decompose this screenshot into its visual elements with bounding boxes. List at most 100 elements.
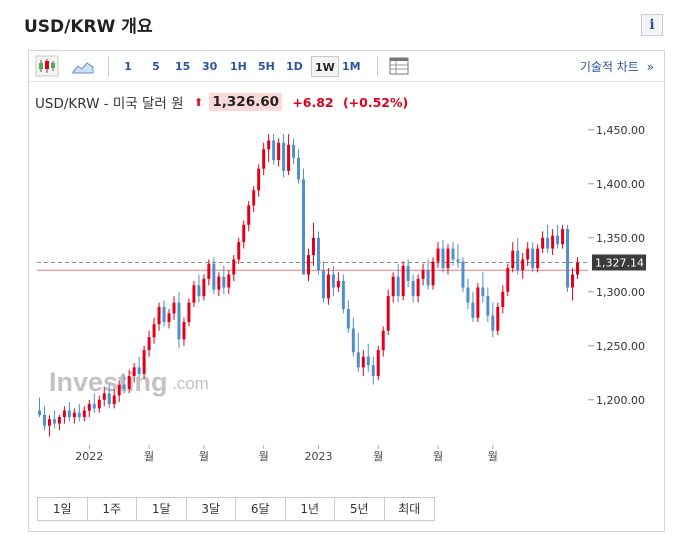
candle-body bbox=[37, 410, 41, 415]
candle bbox=[416, 274, 420, 303]
candle bbox=[247, 201, 251, 232]
candle bbox=[182, 317, 186, 346]
range-1-week[interactable]: 1주 bbox=[87, 498, 137, 520]
instrument-name: USD/KRW - 미국 달러 원 bbox=[35, 96, 184, 112]
candle-body bbox=[102, 393, 106, 400]
price-chart[interactable]: Investing .com 1,200.00 1,250.00 1,300.00 1,3… bbox=[29, 51, 664, 491]
candle bbox=[237, 237, 241, 264]
candle bbox=[401, 261, 405, 301]
candle-body bbox=[351, 328, 355, 353]
candle-body bbox=[162, 306, 166, 323]
candle bbox=[346, 300, 350, 333]
technical-chart-link[interactable]: 기술적 차트 » bbox=[580, 58, 654, 75]
candle bbox=[386, 289, 390, 335]
candle-body bbox=[446, 248, 450, 269]
candle bbox=[431, 257, 435, 290]
candle bbox=[117, 380, 121, 402]
candle-body bbox=[561, 229, 565, 245]
candlestick-icon[interactable] bbox=[35, 55, 59, 77]
candle bbox=[107, 384, 111, 409]
interval-15[interactable]: 15 bbox=[175, 60, 191, 73]
range-5-years[interactable]: 5년 bbox=[335, 498, 385, 520]
candle bbox=[561, 224, 565, 249]
interval-1h[interactable]: 1H bbox=[230, 60, 247, 73]
candle-body bbox=[521, 259, 525, 271]
candle bbox=[496, 302, 500, 335]
candle-body bbox=[87, 404, 91, 411]
candle bbox=[556, 224, 560, 249]
candle-body bbox=[486, 296, 490, 316]
candle-body bbox=[57, 417, 61, 424]
candle-body bbox=[152, 324, 156, 338]
candle-body bbox=[556, 235, 560, 245]
table-view-icon[interactable] bbox=[387, 55, 411, 77]
candle-body bbox=[197, 285, 201, 297]
candle-body bbox=[341, 281, 345, 310]
technical-chart-label: 기술적 차트 bbox=[579, 60, 639, 74]
candle-body bbox=[92, 404, 96, 409]
candle bbox=[326, 268, 330, 305]
range-1-day[interactable]: 1일 bbox=[38, 498, 88, 520]
candle-body bbox=[187, 302, 191, 323]
candle-body bbox=[247, 205, 251, 225]
toolbar-divider bbox=[377, 56, 378, 76]
interval-1d[interactable]: 1D bbox=[286, 60, 303, 73]
candle-body bbox=[331, 274, 335, 288]
y-tick-label: 1,200.00 bbox=[596, 394, 645, 407]
range-6-months[interactable]: 6달 bbox=[236, 498, 286, 520]
candle-body bbox=[436, 248, 440, 262]
candle-body bbox=[237, 242, 241, 260]
interval-5h[interactable]: 5H bbox=[258, 60, 275, 73]
candle bbox=[307, 248, 310, 281]
price-change-percent: (+0.52%) bbox=[342, 94, 409, 110]
interval-30[interactable]: 30 bbox=[202, 60, 218, 73]
candle bbox=[207, 259, 211, 286]
interval-1[interactable]: 1 bbox=[124, 60, 132, 73]
range-1-month[interactable]: 1달 bbox=[137, 498, 187, 520]
range-3-months[interactable]: 3달 bbox=[186, 498, 236, 520]
range-max[interactable]: 최대 bbox=[384, 498, 434, 520]
candle-body bbox=[511, 250, 515, 269]
candle-body bbox=[252, 190, 256, 206]
candle bbox=[302, 168, 306, 275]
chart-widget: 1 5 15 30 1H 5H 1D 1W 1M 기술적 차트 » USD/KR… bbox=[28, 50, 665, 532]
range-1-year[interactable]: 1년 bbox=[285, 498, 335, 520]
candle-body bbox=[132, 367, 136, 377]
candle-body bbox=[127, 376, 131, 389]
candle bbox=[381, 326, 385, 357]
candle bbox=[501, 285, 505, 314]
x-tick-label: 월 bbox=[373, 450, 383, 463]
interval-1m[interactable]: 1M bbox=[342, 60, 361, 73]
x-tick-label: 월 bbox=[199, 450, 209, 463]
candle-body bbox=[147, 337, 151, 351]
candle-body bbox=[401, 265, 405, 297]
candle-body bbox=[202, 278, 206, 297]
last-price-label: 1,327.14 bbox=[595, 256, 644, 269]
candle-body bbox=[431, 261, 435, 286]
interval-5[interactable]: 5 bbox=[152, 60, 160, 73]
candle bbox=[481, 272, 485, 303]
candle-body bbox=[42, 414, 46, 426]
candle bbox=[212, 257, 216, 294]
candle-body bbox=[536, 248, 540, 269]
candle bbox=[57, 414, 61, 431]
candle-body bbox=[287, 144, 291, 171]
candle-body bbox=[421, 270, 425, 279]
candle-body bbox=[212, 263, 216, 290]
candle bbox=[456, 244, 460, 269]
candle-body bbox=[416, 278, 420, 297]
candle bbox=[102, 386, 106, 407]
candle-body bbox=[257, 168, 261, 191]
interval-1w[interactable]: 1W bbox=[311, 56, 339, 77]
candle-body bbox=[366, 356, 370, 366]
info-button[interactable]: i bbox=[641, 14, 663, 36]
candle-body bbox=[451, 248, 455, 260]
candle-body bbox=[242, 224, 246, 243]
candle bbox=[242, 220, 246, 249]
x-tick-label: 2023 bbox=[304, 450, 332, 463]
candle-body bbox=[192, 285, 196, 303]
candle bbox=[227, 270, 231, 294]
chart-toolbar: 1 5 15 30 1H 5H 1D 1W 1M 기술적 차트 » bbox=[29, 51, 664, 82]
area-chart-icon[interactable] bbox=[71, 55, 95, 77]
candle bbox=[331, 265, 335, 297]
